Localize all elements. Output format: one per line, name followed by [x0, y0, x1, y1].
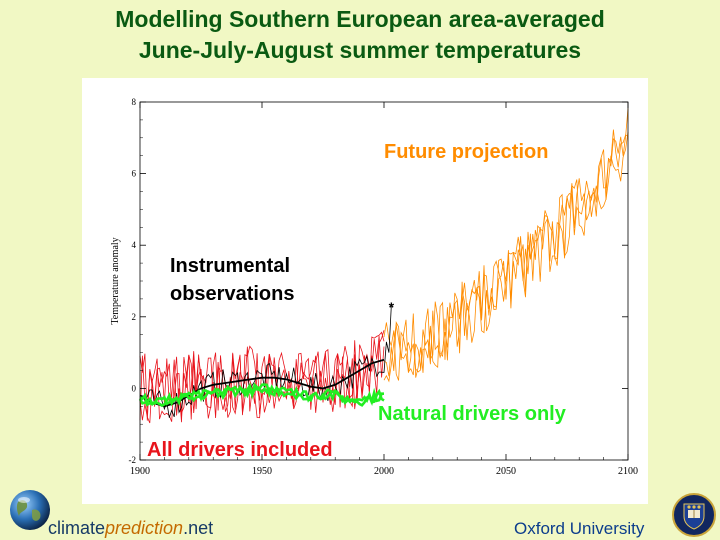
x-tick-label: 1950: [252, 466, 272, 477]
annotation-instrumental-line-2: observations: [170, 283, 294, 305]
y-axis-label: Temperature anomaly: [110, 237, 121, 324]
brand-prefix: climate: [48, 518, 106, 538]
y-tick-label: 0: [132, 383, 137, 393]
climateprediction-brand: climateprediction.net: [48, 518, 213, 539]
y-tick-label: 6: [132, 169, 137, 179]
slide-title: Modelling Southern European area-average…: [0, 4, 720, 66]
ensemble-member-line: [139, 330, 385, 424]
ensemble-member-line: [139, 336, 385, 422]
annotation-instrumental-line-1: Instrumental: [170, 255, 290, 277]
x-tick-label: 2000: [374, 466, 394, 477]
annotation-natural-drivers: Natural drivers only: [378, 403, 567, 425]
observations-annual-line: [139, 306, 392, 418]
chart-panel: 1900 1950 2000 2050 2100 -2 0 2 4 6 8 Temperature …: [82, 78, 648, 504]
brand-suffix: .net: [183, 518, 214, 538]
temperature-chart: 1900 1950 2000 2050 2100 -2 0 2 4 6 8 Temperature …: [110, 97, 638, 477]
title-line-2: June-July-August summer temperatures: [138, 37, 582, 63]
y-tick-label: 8: [132, 97, 137, 107]
x-tick-label: 1900: [130, 466, 150, 477]
ensemble-member-line: [383, 129, 629, 381]
y-tick-label: 2: [132, 312, 137, 322]
observation-2003-star: *: [389, 299, 395, 315]
x-tick-label: 2050: [496, 466, 516, 477]
x-tick-label: 2100: [618, 466, 638, 477]
ensemble-member-line: [383, 131, 629, 383]
oxford-crest-icon: [672, 493, 716, 537]
natural-member-line: [139, 384, 385, 408]
y-tick-label: -2: [129, 455, 137, 465]
climateprediction-globe-logo: [10, 490, 50, 530]
brand-italic: prediction: [105, 518, 184, 538]
title-line-1: Modelling Southern European area-average…: [115, 6, 605, 32]
series-all-drivers-included: [139, 330, 385, 424]
y-tick-label: 4: [132, 240, 137, 250]
annotation-all-drivers: All drivers included: [147, 439, 333, 461]
series-future-projection: [383, 108, 629, 383]
oxford-university-label: Oxford University: [514, 519, 645, 538]
series-natural-drivers-only: [138, 382, 385, 408]
annotation-future-projection: Future projection: [384, 141, 548, 163]
